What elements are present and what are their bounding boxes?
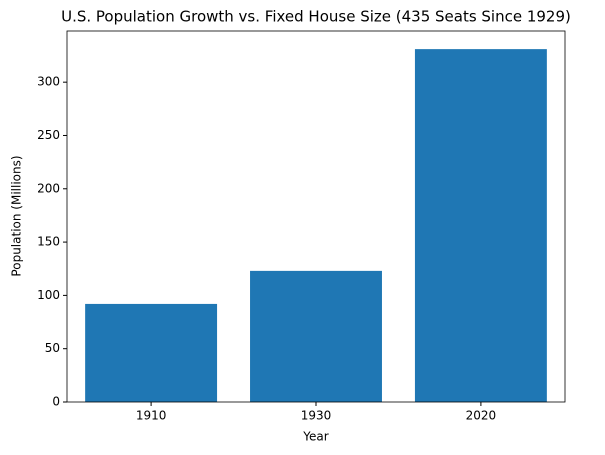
y-tick-label: 200 xyxy=(37,181,60,195)
x-tick-label: 1910 xyxy=(136,409,167,423)
plot-frame xyxy=(66,30,566,403)
bar xyxy=(414,49,547,402)
x-tick-label: 1930 xyxy=(301,409,332,423)
y-tick-label: 0 xyxy=(52,395,60,409)
y-tick-label: 250 xyxy=(37,128,60,142)
bar xyxy=(250,270,382,402)
y-tick-label: 50 xyxy=(45,341,60,355)
x-axis-label: Year xyxy=(302,430,328,444)
y-tick-label: 300 xyxy=(37,75,60,89)
y-axis-label: Population (Millions) xyxy=(10,155,24,276)
x-tick-label: 2020 xyxy=(466,409,497,423)
bar xyxy=(85,303,218,402)
y-tick-label: 150 xyxy=(37,235,60,249)
chart-title: U.S. Population Growth vs. Fixed House S… xyxy=(61,8,571,26)
y-tick-label: 100 xyxy=(37,288,60,302)
